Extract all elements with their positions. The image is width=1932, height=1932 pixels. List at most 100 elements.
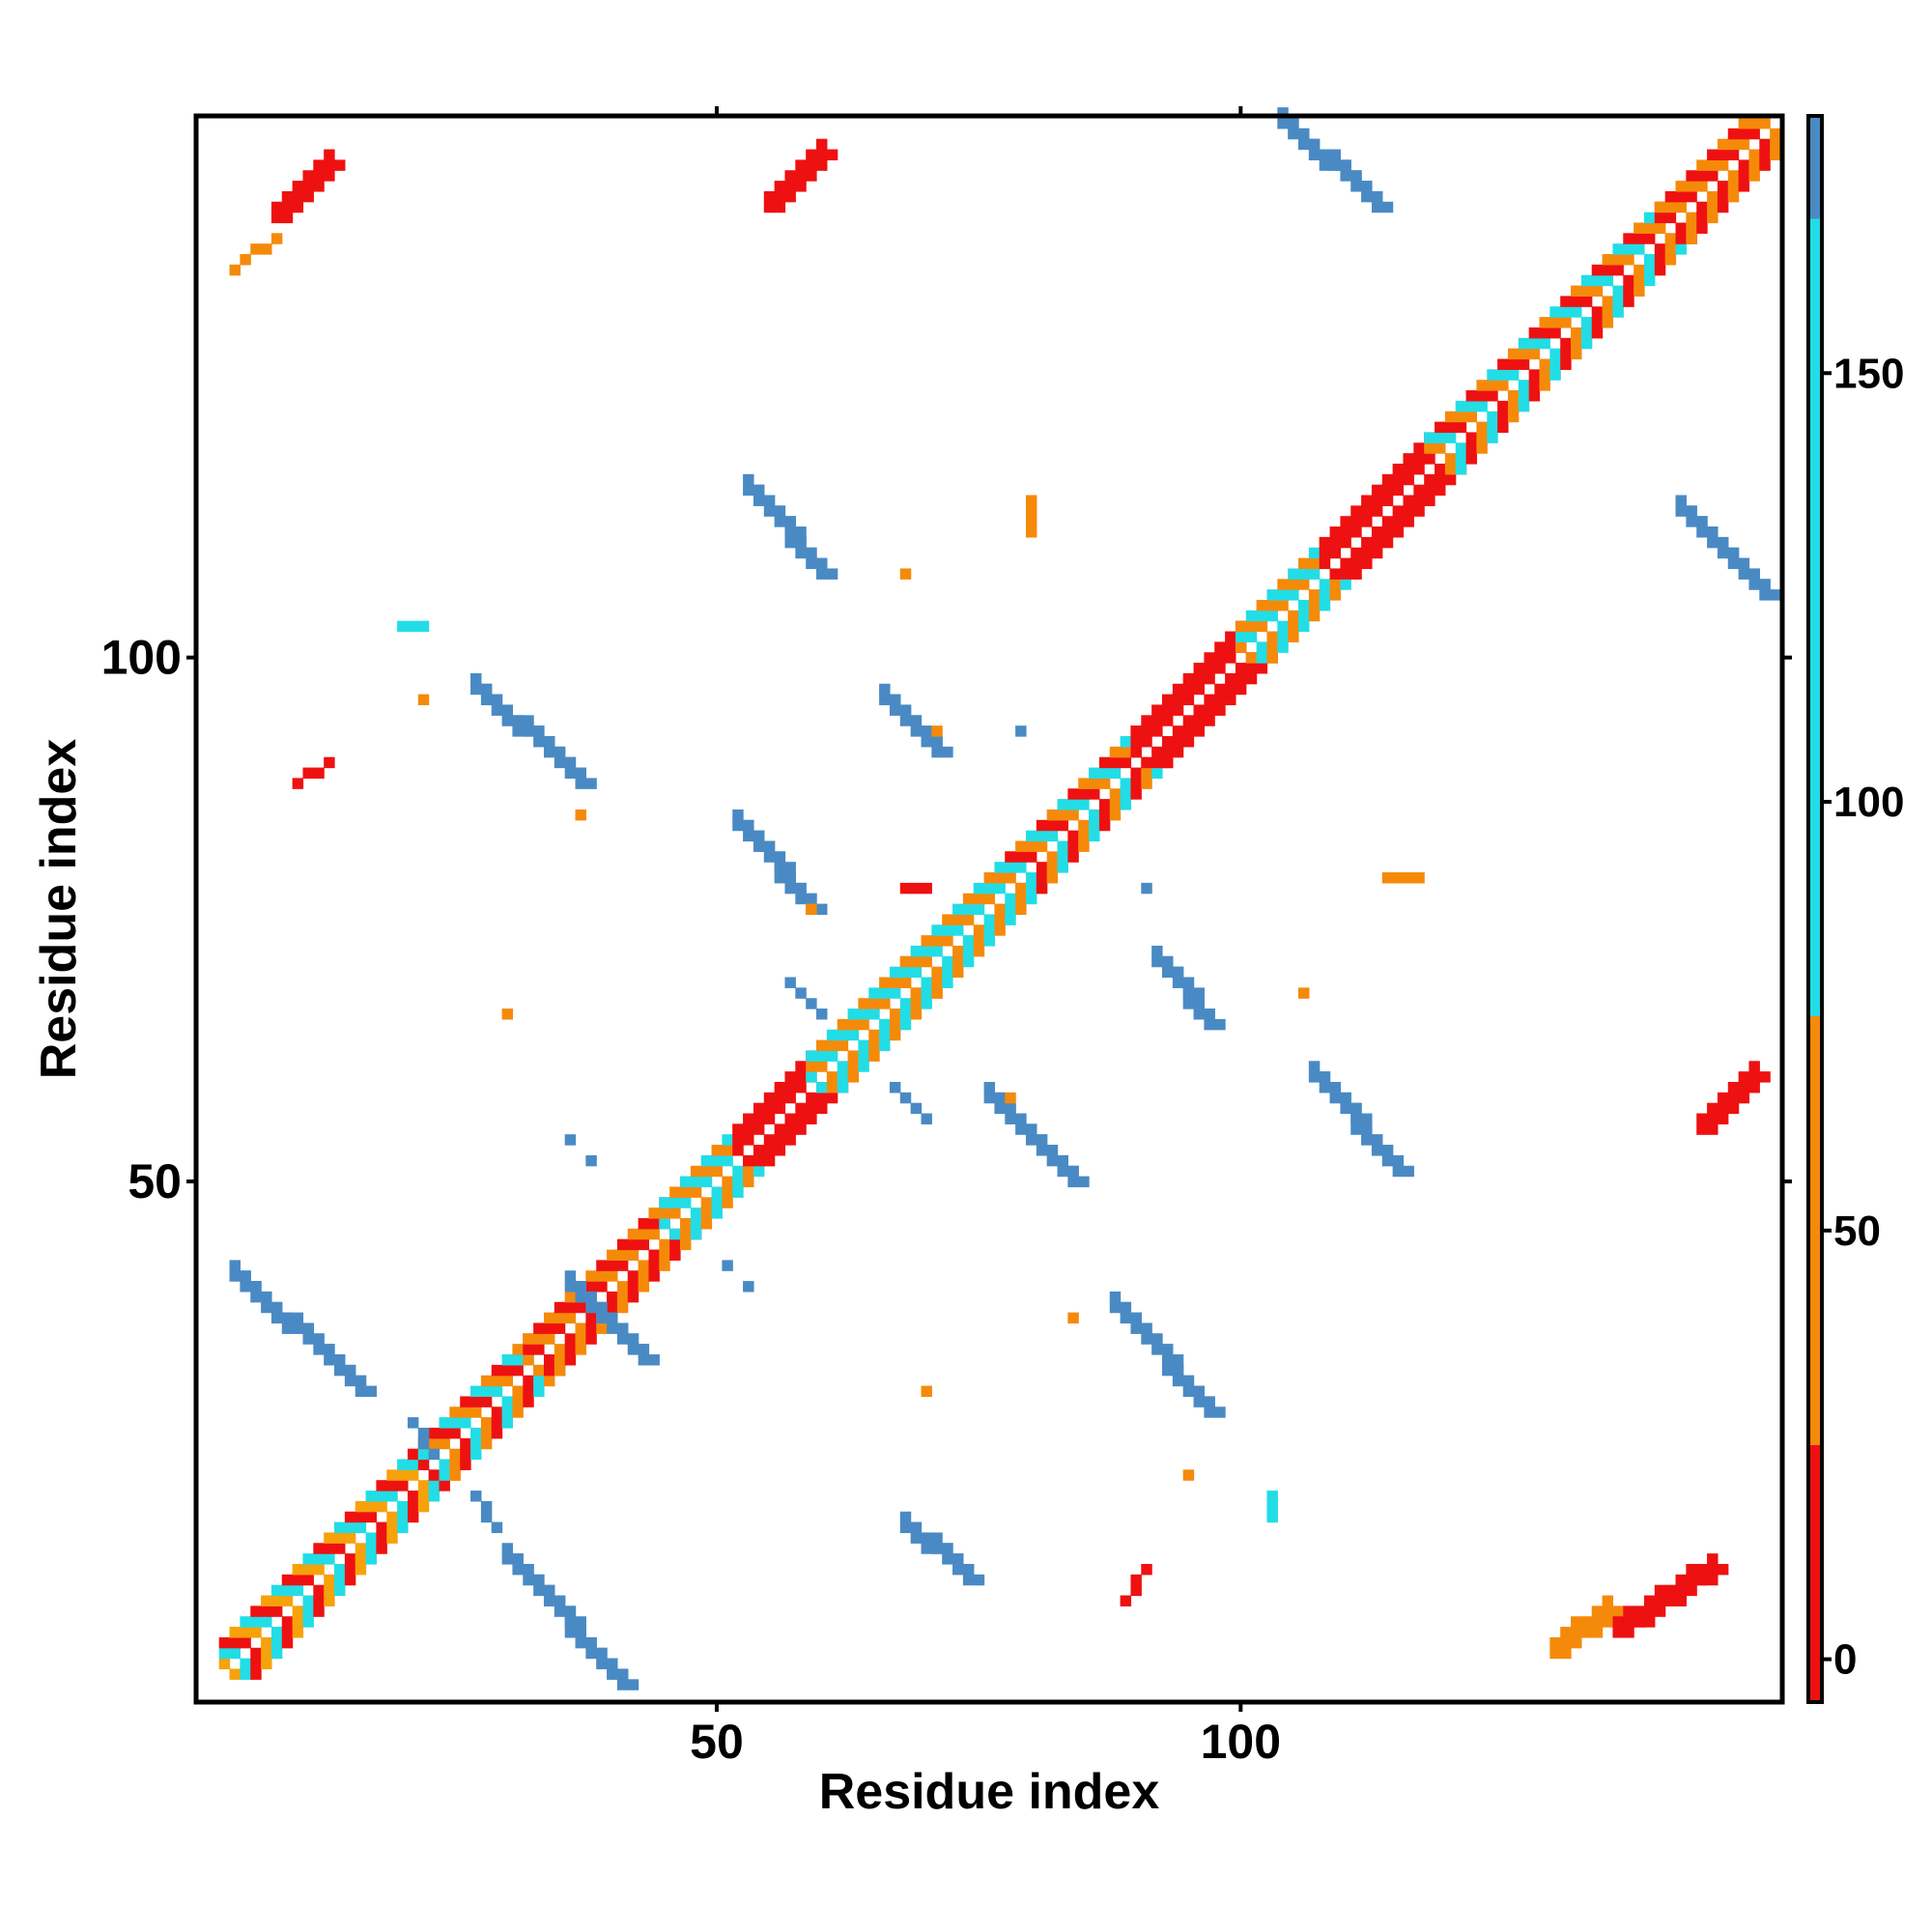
heatmap-cell [1696,1123,1708,1135]
heatmap-cell [994,882,1006,895]
heatmap-cell [1424,484,1435,497]
heatmap-cell [313,181,325,192]
heatmap-cell [774,201,786,213]
heatmap-cell [533,725,545,737]
heatmap-cell [1507,411,1520,423]
heatmap-cell [1727,170,1740,182]
heatmap-cell [962,914,975,925]
heatmap-cell [1717,1102,1729,1115]
heatmap-cell [616,1238,629,1251]
heatmap-cell [1319,1081,1331,1094]
heatmap-cell [470,1385,482,1398]
heatmap-cell [816,903,828,916]
colorbar: 0 50 100 150 [1806,114,1904,1704]
heatmap-cell [261,1291,272,1303]
heatmap-cell [921,1113,932,1124]
heatmap-cell [931,725,943,737]
heatmap-cell [1078,840,1090,852]
heatmap-cell [1329,1081,1341,1094]
heatmap-cell [931,746,943,758]
heatmap-cell [229,1627,241,1638]
heatmap-cell [816,1009,828,1020]
heatmap-cell [1571,1636,1582,1649]
heatmap-cell [1413,453,1425,465]
heatmap-cell [690,1165,702,1178]
heatmap-cell [1182,725,1195,737]
heatmap-cell [1727,1102,1740,1115]
heatmap-cell [1686,1563,1697,1576]
heatmap-cell [292,201,304,213]
heatmap-cell [1266,1511,1278,1523]
heatmap-cell [1643,274,1656,287]
heatmap-cell [564,767,577,780]
heatmap-cell [1046,872,1059,884]
heatmap-cell [931,924,943,936]
heatmap-cell [1686,516,1697,527]
heatmap-cell [1654,264,1666,276]
heatmap-cell [826,1071,838,1083]
heatmap-cell [1392,484,1405,497]
heatmap-cell [1686,212,1697,224]
heatmap-cell [417,1448,430,1461]
heatmap-cell [743,1165,754,1178]
heatmap-cell [1288,118,1299,129]
heatmap-cell [428,1427,440,1439]
heatmap-cell [753,495,765,506]
heatmap-cell [1707,1574,1719,1586]
heatmap-cell [1067,788,1079,800]
heatmap-cell [1245,620,1258,633]
heatmap-cell [743,1123,754,1135]
heatmap-cell [1381,484,1394,497]
heatmap-cell [1634,264,1645,276]
heatmap-cell [648,1249,660,1261]
heatmap-cell [1298,138,1310,151]
heatmap-cell [910,945,923,957]
heatmap-cell [763,495,776,506]
heatmap-cell [302,1605,314,1617]
heatmap-cell [1675,1584,1687,1597]
heatmap-cell [397,1521,409,1534]
heatmap-cell [868,1050,880,1062]
heatmap-cell [554,1312,566,1324]
heatmap-cell [910,1532,923,1544]
heatmap-cell [1539,358,1550,370]
heatmap-cell [899,1521,912,1534]
heatmap-cell [910,966,923,979]
heatmap-cell [439,1417,450,1429]
heatmap-cell [1141,736,1152,748]
heatmap-cell [1182,977,1195,988]
heatmap-cell [1528,337,1541,350]
heatmap-cell [1172,977,1184,988]
heatmap-cell [1005,1113,1016,1124]
heatmap-cell [1193,715,1205,726]
heatmap-cell [1172,1375,1184,1387]
heatmap-cell [1664,190,1677,203]
heatmap-cell [1120,756,1132,769]
heatmap-cell [585,1333,597,1345]
heatmap-cell [1036,882,1048,895]
heatmap-cell [1308,138,1321,151]
heatmap-cell [1098,809,1111,821]
heatmap-cell [596,1260,608,1271]
heatmap-cell [607,1291,618,1303]
heatmap-cell [679,1218,692,1230]
heatmap-cell [1392,872,1405,884]
heatmap-cell [648,1218,660,1230]
heatmap-cell [616,1322,629,1334]
heatmap-cell [365,1491,378,1502]
heatmap-cell [1748,1081,1760,1094]
heatmap-cell [1130,725,1142,737]
heatmap-cell [847,1029,860,1041]
heatmap-cell [1266,610,1278,622]
heatmap-cell [1329,568,1341,580]
heatmap-cell [607,1260,618,1271]
heatmap-cell [879,1039,891,1052]
heatmap-cell [428,1491,440,1502]
heatmap-cell [596,1270,608,1282]
heatmap-cell [1182,683,1195,696]
x-axis-ticks: 50 100 [690,106,1281,1769]
heatmap-cell [638,1354,650,1366]
heatmap-cell [428,1480,440,1492]
heatmap-cell [795,536,807,549]
heatmap-cell [1571,285,1582,298]
